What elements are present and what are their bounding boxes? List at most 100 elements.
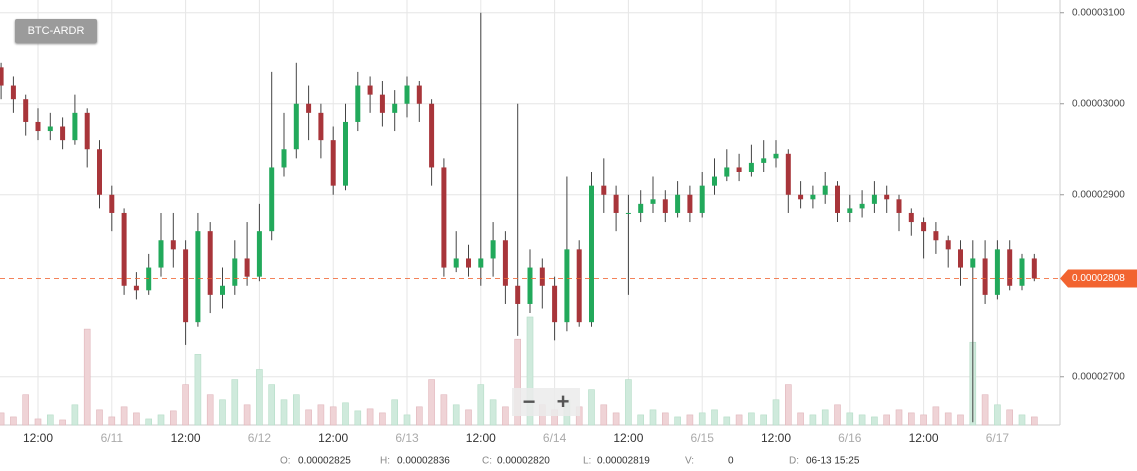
- volume-bar: [465, 409, 472, 426]
- volume-bar: [760, 414, 768, 426]
- candle-body: [47, 126, 53, 132]
- symbol-button[interactable]: BTC-ARDR: [15, 19, 97, 43]
- candle-body: [170, 240, 176, 250]
- volume-bar: [170, 410, 177, 426]
- candle-body: [379, 94, 385, 113]
- candle-body: [244, 258, 250, 277]
- volume-bar: [268, 384, 276, 426]
- volume-bar: [292, 394, 300, 426]
- volume-bar: [772, 399, 780, 426]
- info-label: H:: [380, 456, 390, 467]
- volume-bar: [489, 399, 497, 426]
- candle-body: [589, 185, 594, 323]
- volume-bar: [0, 412, 5, 426]
- x-tick-label: 12:00: [23, 431, 53, 445]
- volume-bar: [920, 414, 927, 426]
- volume-bar: [907, 412, 915, 426]
- volume-bar: [71, 404, 79, 426]
- candle-body: [343, 121, 348, 186]
- candle-body: [158, 240, 164, 268]
- candle-body: [195, 231, 201, 323]
- volume-bar: [748, 412, 755, 426]
- candle-body: [712, 176, 717, 186]
- candle-body: [921, 222, 927, 232]
- volume-bar: [231, 379, 239, 426]
- candle-body: [453, 258, 459, 268]
- volume-bar: [711, 409, 718, 426]
- volume-bar: [403, 414, 411, 426]
- volume-bar: [452, 404, 460, 426]
- candle-body: [281, 149, 287, 168]
- candle-body: [23, 99, 29, 122]
- volume-bar: [871, 416, 878, 426]
- volume-bar: [22, 394, 30, 426]
- candle-body: [183, 249, 189, 323]
- volume-bar: [243, 404, 251, 426]
- candle-body: [871, 194, 877, 204]
- candle-body: [847, 208, 853, 213]
- candle-body: [1031, 258, 1037, 279]
- volume-bar: [194, 354, 202, 426]
- volume-bar: [994, 404, 1001, 426]
- volume-bar: [108, 416, 116, 426]
- x-tick-label: 12:00: [909, 431, 939, 445]
- candle-body: [306, 103, 312, 113]
- candle-body: [404, 85, 410, 104]
- info-value: 0.00002820: [497, 456, 550, 467]
- candle-body: [490, 240, 496, 259]
- x-tick-label: 12:00: [171, 431, 201, 445]
- candle-body: [416, 85, 422, 104]
- volume-bar: [366, 408, 374, 426]
- info-label: C:: [482, 456, 492, 467]
- candle-body: [318, 112, 324, 141]
- volume-bar: [1018, 414, 1026, 426]
- candle-body: [896, 199, 902, 213]
- y-tick-label: 0.00002700: [1072, 371, 1125, 382]
- x-tick-label: 6/12: [248, 431, 272, 445]
- candle-body: [207, 231, 213, 295]
- candle-body: [1019, 258, 1025, 286]
- candle-body: [10, 85, 16, 100]
- candle-body: [675, 194, 681, 213]
- candle-body: [0, 67, 4, 86]
- volume-bar: [797, 412, 804, 426]
- candle-body: [625, 212, 631, 214]
- candle-body: [785, 153, 791, 195]
- volume-bar: [612, 412, 620, 426]
- volume-bar: [649, 409, 657, 426]
- volume-bar: [305, 409, 312, 426]
- volume-bar: [588, 389, 595, 426]
- zoom-controls: − +: [512, 388, 580, 416]
- volume-bar: [145, 418, 152, 426]
- volume-bar: [514, 338, 522, 426]
- volume-bar: [133, 412, 140, 426]
- x-tick-label: 6/15: [691, 431, 715, 445]
- candle-body: [687, 194, 693, 213]
- volume-bar: [317, 404, 325, 426]
- candle-body: [884, 194, 890, 200]
- volume-bar: [858, 414, 866, 426]
- volume-bar: [698, 412, 706, 426]
- candle-body: [256, 231, 262, 277]
- x-tick-label: 6/14: [543, 431, 567, 445]
- candle-body: [441, 167, 447, 268]
- volume-bar: [957, 414, 964, 426]
- zoom-in[interactable]: +: [556, 389, 570, 414]
- info-value: 0.00002836: [397, 456, 450, 467]
- volume-bar: [846, 412, 854, 426]
- volume-bar: [342, 402, 349, 426]
- volume-bar: [59, 419, 66, 426]
- candle-body: [527, 267, 533, 304]
- candle-body: [958, 249, 963, 268]
- candle-body: [466, 258, 471, 268]
- volume-bar: [784, 384, 792, 426]
- volume-bar: [329, 406, 337, 426]
- volume-bar: [354, 410, 362, 426]
- volume-bar: [477, 384, 485, 426]
- zoom-out[interactable]: −: [522, 389, 536, 414]
- volume-bar: [735, 414, 743, 426]
- candle-body: [552, 285, 558, 323]
- x-tick-label: 6/13: [395, 431, 419, 445]
